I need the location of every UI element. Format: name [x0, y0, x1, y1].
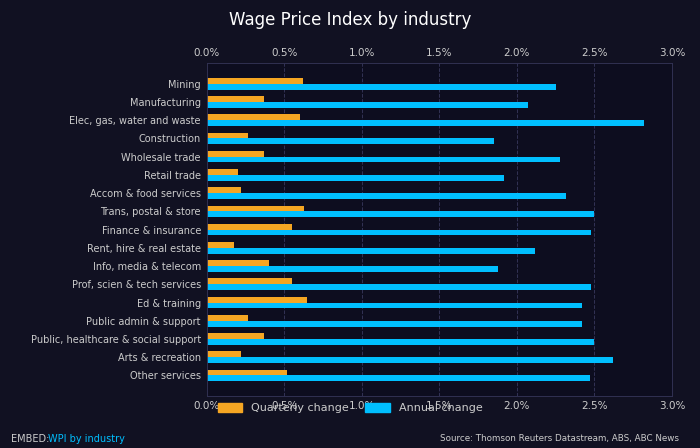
Bar: [206, 351, 241, 357]
Bar: [206, 120, 644, 126]
Bar: [206, 78, 302, 84]
Bar: [206, 339, 594, 345]
Bar: [206, 333, 264, 339]
Bar: [206, 96, 264, 102]
Bar: [206, 169, 237, 175]
Bar: [206, 370, 287, 375]
Bar: [206, 175, 505, 181]
Bar: [206, 211, 594, 217]
Bar: [206, 133, 248, 138]
Bar: [206, 260, 269, 266]
Text: Source: Thomson Reuters Datastream, ABS, ABC News: Source: Thomson Reuters Datastream, ABS,…: [440, 434, 679, 443]
Bar: [206, 321, 582, 327]
Bar: [206, 242, 235, 248]
Legend: Quarterly change, Annual change: Quarterly change, Annual change: [213, 398, 487, 418]
Bar: [206, 284, 592, 290]
Bar: [206, 157, 560, 163]
Bar: [206, 357, 613, 363]
Text: Wage Price Index by industry: Wage Price Index by industry: [229, 11, 471, 29]
Bar: [206, 279, 292, 284]
Bar: [206, 193, 566, 199]
Text: WPI by industry: WPI by industry: [48, 435, 125, 444]
Text: EMBED:: EMBED:: [10, 435, 49, 444]
Bar: [206, 297, 307, 302]
Bar: [206, 114, 300, 120]
Bar: [206, 187, 241, 193]
Bar: [206, 206, 304, 211]
Bar: [206, 375, 590, 381]
Bar: [206, 230, 592, 236]
Bar: [206, 266, 498, 272]
Bar: [206, 315, 248, 321]
Bar: [206, 151, 264, 157]
Bar: [206, 302, 582, 308]
Bar: [206, 248, 536, 254]
Bar: [206, 138, 494, 144]
Bar: [206, 84, 556, 90]
Bar: [206, 224, 292, 230]
Bar: [206, 102, 528, 108]
